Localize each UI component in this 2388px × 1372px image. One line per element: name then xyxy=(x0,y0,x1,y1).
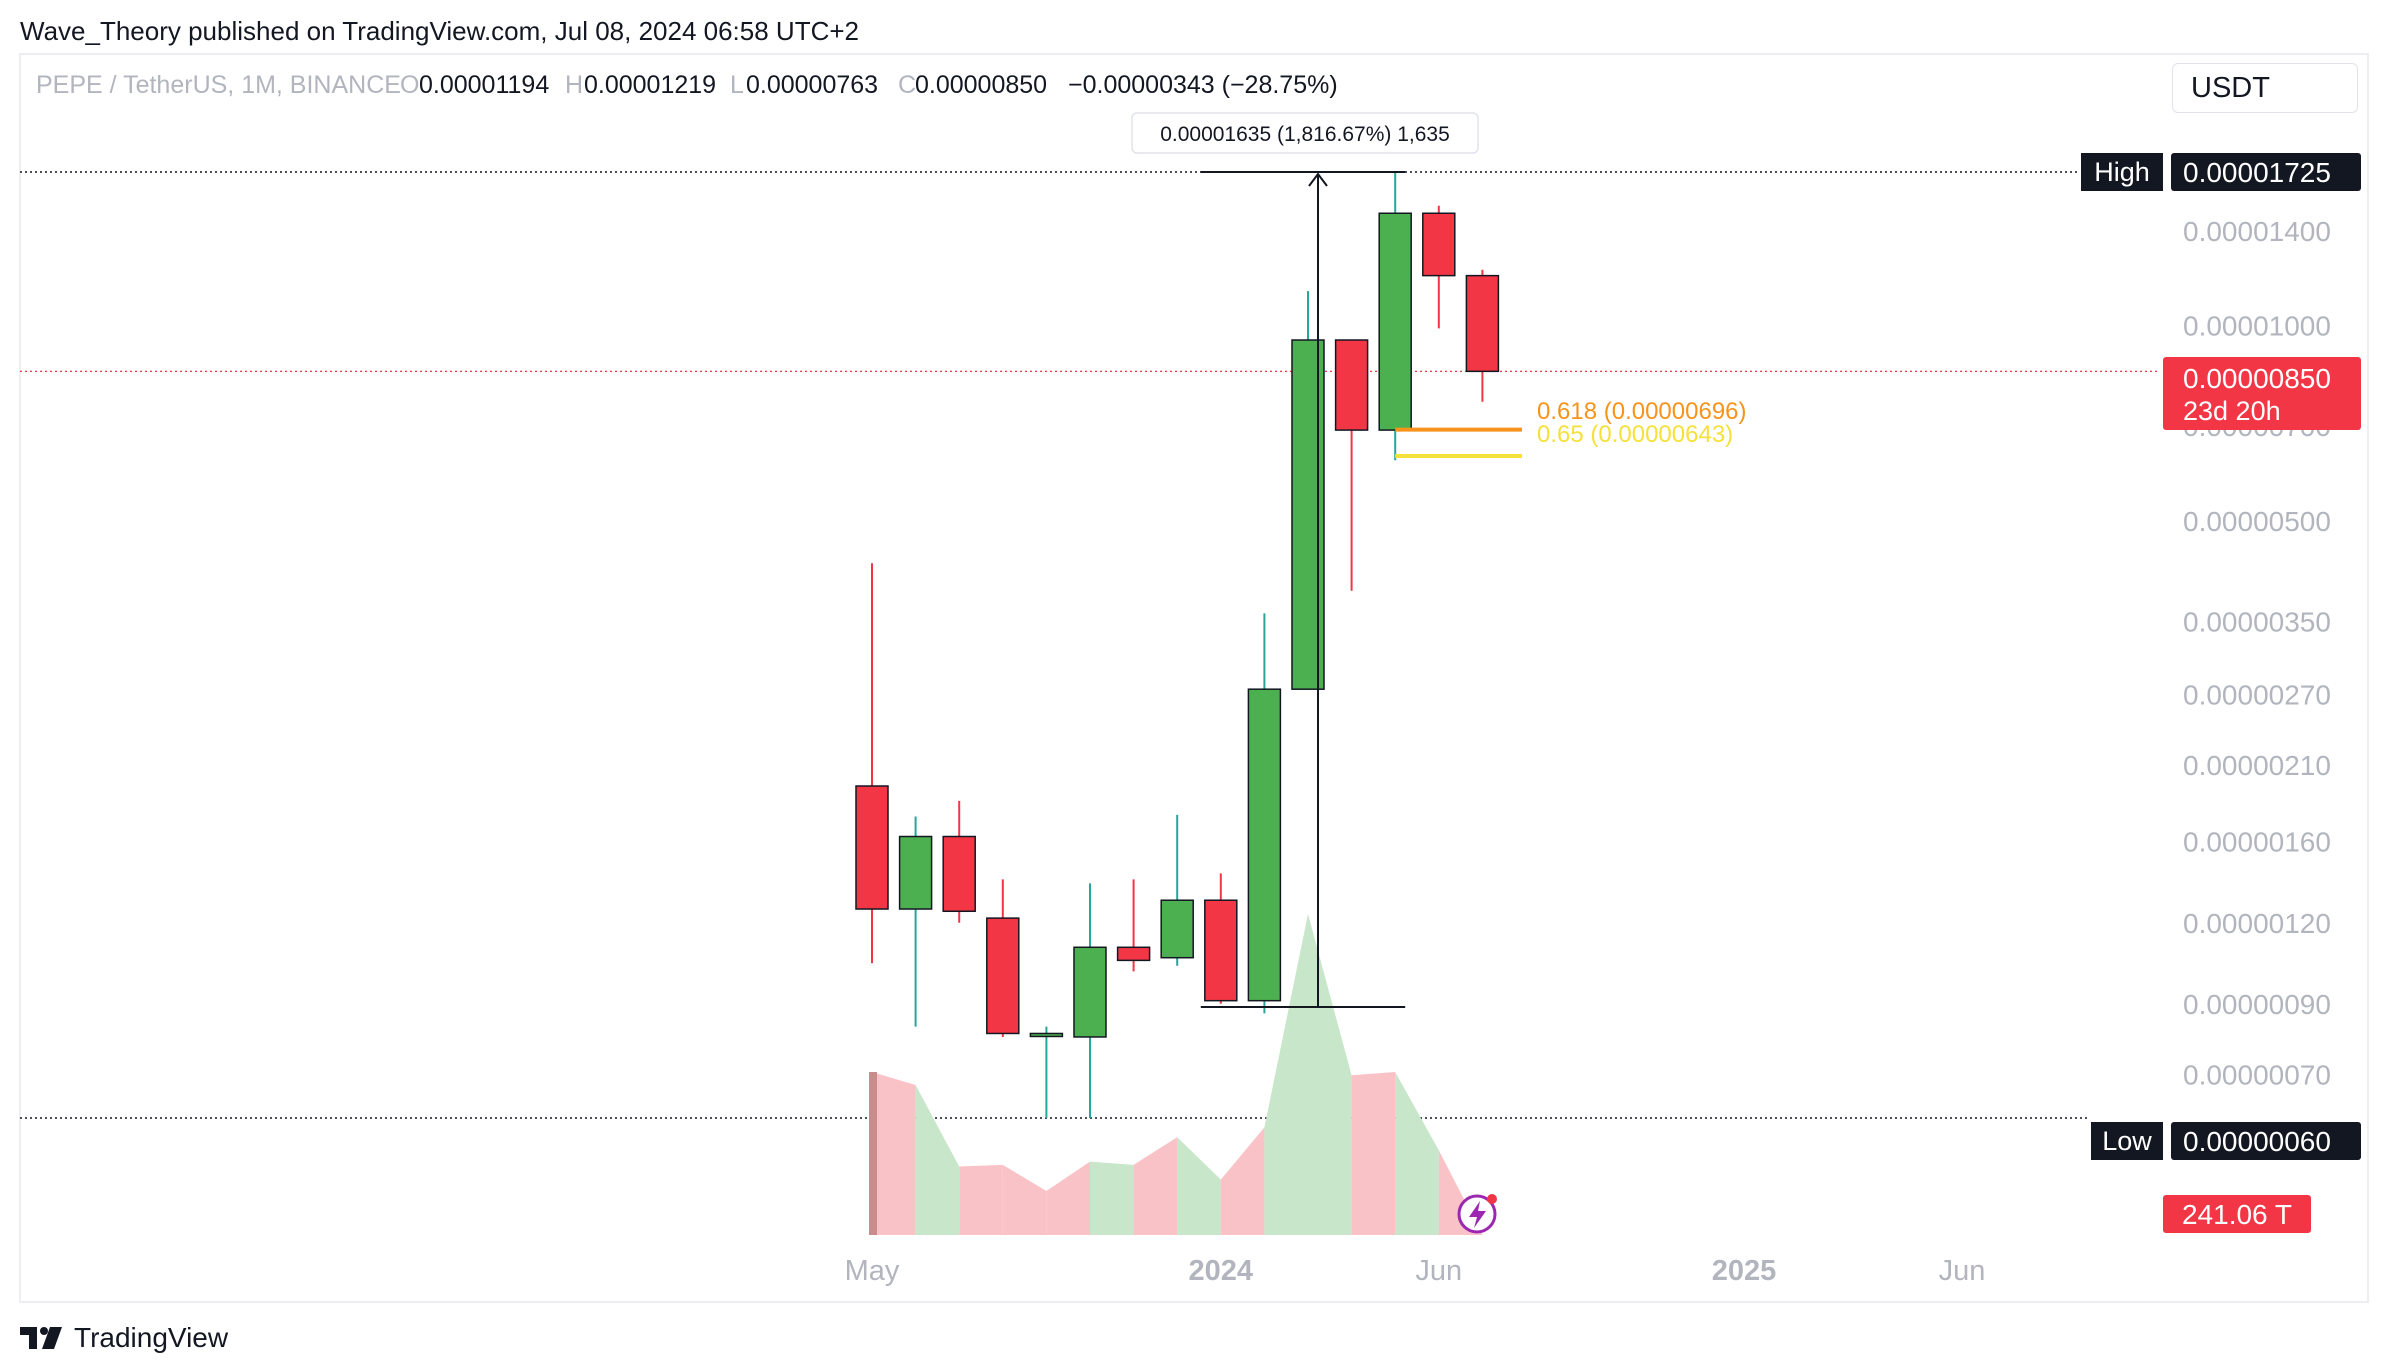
high-badge: High 0.00001725 xyxy=(2081,153,2361,191)
high-label: High xyxy=(2094,157,2150,187)
volume-segment xyxy=(1133,1137,1178,1235)
high-value: 0.00001725 xyxy=(2183,157,2331,188)
volume-segment xyxy=(915,1085,960,1235)
low-value: 0.00000060 xyxy=(2183,1126,2331,1157)
candle-body[interactable] xyxy=(1116,946,1151,962)
legend-h-label: H xyxy=(565,71,583,99)
tradingview-logo-icon xyxy=(20,1327,62,1349)
last-price-value: 0.00000850 xyxy=(2183,363,2331,394)
x-tick-label: 2024 xyxy=(1189,1255,1254,1287)
candle-body[interactable] xyxy=(1247,688,1282,1002)
candle-body[interactable] xyxy=(1204,899,1238,1002)
volume-segment xyxy=(1002,1164,1047,1235)
legend-c-label: C xyxy=(898,71,916,99)
volume-segment xyxy=(1264,913,1308,1235)
tradingview-brand: TradingView xyxy=(74,1322,229,1353)
last-price-bg xyxy=(2163,357,2361,430)
y-tick-label: 0.00001000 xyxy=(2183,311,2331,342)
volume-segment xyxy=(1090,1161,1134,1235)
legend-l-value: 0.00000763 xyxy=(746,71,878,99)
low-label-bg xyxy=(2091,1122,2163,1160)
y-tick-label: 0.00000270 xyxy=(2183,679,2331,710)
y-tick-label: 0.00000500 xyxy=(2183,506,2331,537)
measure-arrow-head xyxy=(1308,172,1328,187)
volume-segment xyxy=(1220,1127,1265,1235)
volume-segment xyxy=(1395,1072,1439,1235)
candle-body[interactable] xyxy=(1378,212,1412,431)
candle-body[interactable] xyxy=(942,835,976,913)
candle-body[interactable] xyxy=(1334,339,1369,431)
x-tick-label: 2025 xyxy=(1712,1255,1777,1287)
measure-tooltip: 0.00001635 (1,816.67%) 1,635 xyxy=(1131,112,1479,154)
x-tick-label: May xyxy=(845,1255,900,1287)
candle-body[interactable] xyxy=(1073,946,1107,1038)
candle-body[interactable] xyxy=(1291,339,1325,690)
last-price-badge: 0.00000850 23d 20h xyxy=(2163,357,2361,430)
y-tick-label: 0.00000120 xyxy=(2183,908,2331,939)
fib-618-label: 0.618 (0.00000696) xyxy=(1537,398,1747,425)
candle-body[interactable] xyxy=(986,917,1020,1035)
legend-change: −0.00000343 (−28.75%) xyxy=(1068,71,1338,99)
volume-value: 241.06 T xyxy=(2182,1199,2292,1230)
volume-segment xyxy=(1351,1072,1396,1235)
y-tick-label: 0.00000160 xyxy=(2183,827,2331,858)
y-tick-label: 0.00001400 xyxy=(2183,216,2331,247)
publish-info: Wave_Theory published on TradingView.com… xyxy=(20,16,859,46)
y-tick-label: 0.00000090 xyxy=(2183,989,2331,1020)
candle-body[interactable] xyxy=(1422,212,1456,277)
volume-segment xyxy=(959,1164,1003,1235)
high-value-bg xyxy=(2171,153,2361,191)
x-tick-label: Jun xyxy=(1415,1255,1462,1287)
fib-65-label: 0.65 (0.00000643) xyxy=(1537,421,1733,448)
volume-bg xyxy=(2163,1195,2311,1233)
low-value-bg xyxy=(2171,1122,2361,1160)
y-tick-label: 0.00000350 xyxy=(2183,606,2331,637)
tradingview-logo: TradingView xyxy=(20,1322,228,1354)
candle-body[interactable] xyxy=(1160,899,1194,959)
volume-segment xyxy=(1046,1161,1090,1235)
countdown: 23d 20h xyxy=(2183,396,2281,426)
x-tick-label: Jun xyxy=(1939,1255,1986,1287)
volume-segment xyxy=(1177,1137,1221,1235)
ohlc-legend: PEPE / TetherUS, 1M, BINANCE O 0.0000119… xyxy=(36,71,1338,99)
currency-button[interactable]: USDT xyxy=(2172,63,2358,113)
legend-h-value: 0.00001219 xyxy=(584,71,716,99)
high-label-bg xyxy=(2081,153,2163,191)
volume-first-bar xyxy=(869,1072,877,1235)
legend-o-value: 0.00001194 xyxy=(419,71,549,99)
legend-o-label: O xyxy=(400,71,419,99)
candle-body[interactable] xyxy=(855,785,889,910)
candle-body[interactable] xyxy=(1465,274,1500,373)
volume-badge: 241.06 T xyxy=(2163,1195,2311,1233)
legend-c-value: 0.00000850 xyxy=(915,71,1047,99)
candle-body[interactable] xyxy=(1029,1032,1064,1038)
low-label: Low xyxy=(2102,1126,2152,1156)
measure-tooltip-box xyxy=(1131,112,1479,154)
volume-segment xyxy=(872,1072,916,1235)
candle-body[interactable] xyxy=(898,835,933,910)
legend-symbol: PEPE / TetherUS, 1M, BINANCE xyxy=(36,71,401,99)
measure-tooltip-text: 0.00001635 (1,816.67%) 1,635 xyxy=(1160,123,1450,146)
y-tick-label: 0.00000070 xyxy=(2183,1060,2331,1091)
legend-l-label: L xyxy=(730,71,744,99)
low-badge: Low 0.00000060 xyxy=(2091,1122,2361,1160)
volume-segment xyxy=(1308,913,1352,1235)
lightning-icon[interactable] xyxy=(1457,1194,1497,1234)
y-tick-label: 0.00000210 xyxy=(2183,750,2331,781)
chart-frame xyxy=(19,53,2369,1303)
